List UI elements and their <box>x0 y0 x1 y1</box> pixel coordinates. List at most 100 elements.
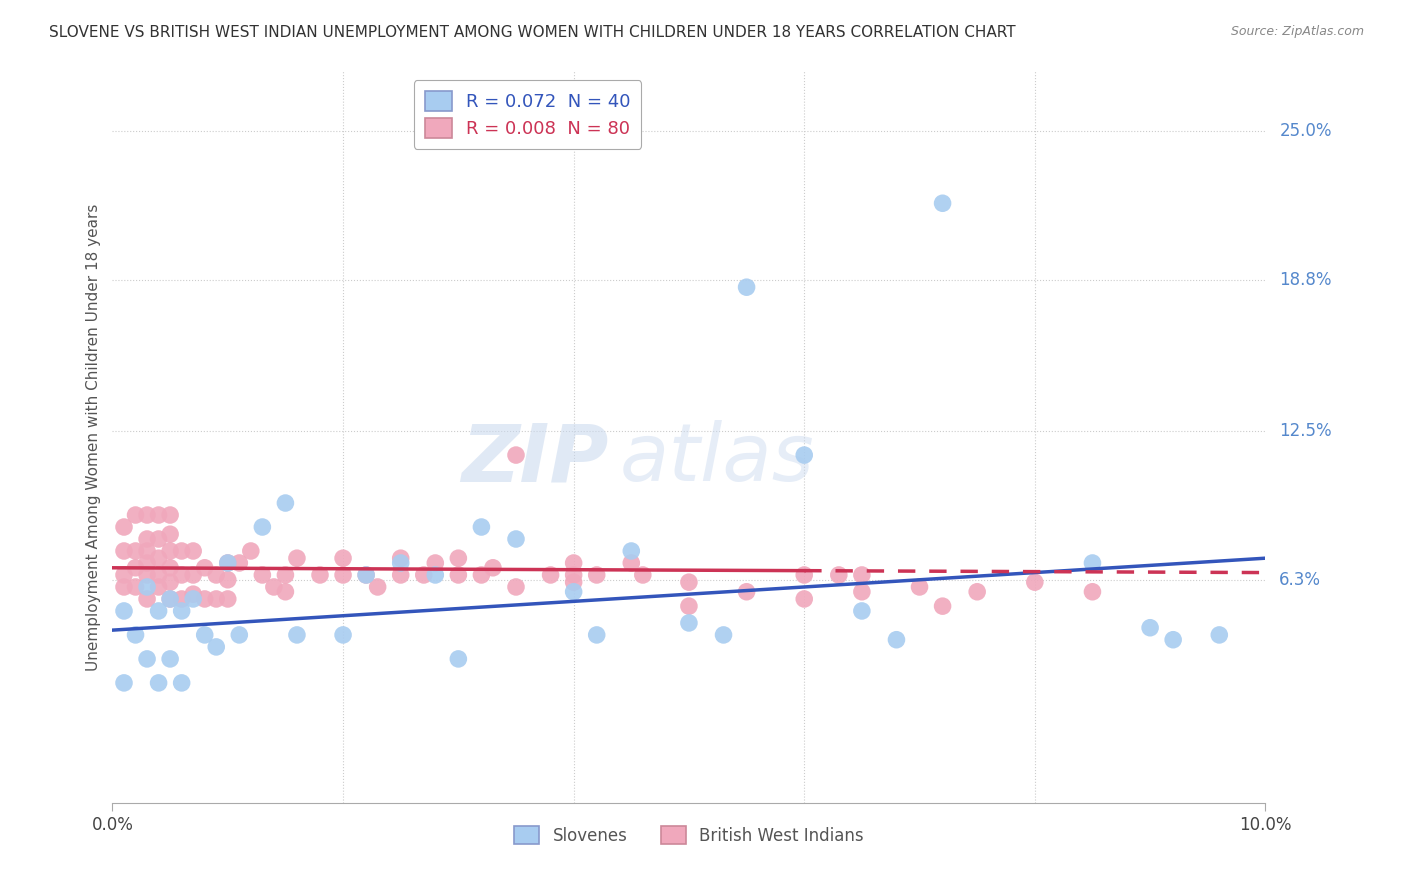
Point <box>181 544 204 558</box>
Point <box>793 448 815 462</box>
Point <box>966 584 988 599</box>
Point <box>263 580 285 594</box>
Point <box>562 568 585 582</box>
Point <box>136 544 159 558</box>
Point <box>1081 584 1104 599</box>
Point <box>136 508 159 522</box>
Point <box>112 676 135 690</box>
Point <box>252 568 274 582</box>
Point <box>851 584 873 599</box>
Point <box>228 628 250 642</box>
Point <box>620 556 643 570</box>
Point <box>332 551 354 566</box>
Point <box>181 587 204 601</box>
Point <box>389 556 412 570</box>
Legend: Slovenes, British West Indians: Slovenes, British West Indians <box>506 818 872 853</box>
Text: 6.3%: 6.3% <box>1279 571 1322 589</box>
Point <box>136 568 159 582</box>
Point <box>585 628 607 642</box>
Text: 12.5%: 12.5% <box>1279 422 1331 440</box>
Point <box>309 568 332 582</box>
Point <box>482 561 505 575</box>
Point <box>389 568 412 582</box>
Point <box>793 568 815 582</box>
Point <box>713 628 735 642</box>
Point <box>148 532 170 546</box>
Text: 25.0%: 25.0% <box>1279 122 1331 140</box>
Point <box>274 568 297 582</box>
Point <box>505 448 527 462</box>
Point <box>470 520 492 534</box>
Point <box>205 568 228 582</box>
Point <box>136 580 159 594</box>
Point <box>1161 632 1184 647</box>
Point <box>354 568 377 582</box>
Point <box>181 591 204 606</box>
Point <box>124 561 146 575</box>
Point <box>239 544 262 558</box>
Point <box>1139 621 1161 635</box>
Point <box>620 544 643 558</box>
Point <box>735 584 758 599</box>
Point <box>112 520 135 534</box>
Text: 18.8%: 18.8% <box>1279 271 1331 289</box>
Point <box>136 591 159 606</box>
Point <box>274 584 297 599</box>
Point <box>678 575 700 590</box>
Point <box>631 568 654 582</box>
Y-axis label: Unemployment Among Women with Children Under 18 years: Unemployment Among Women with Children U… <box>86 203 101 671</box>
Point <box>112 544 135 558</box>
Point <box>124 580 146 594</box>
Point <box>194 591 217 606</box>
Point <box>148 604 170 618</box>
Point <box>124 544 146 558</box>
Point <box>285 628 308 642</box>
Point <box>505 532 527 546</box>
Point <box>170 676 193 690</box>
Point <box>159 591 181 606</box>
Point <box>540 568 562 582</box>
Point <box>252 520 274 534</box>
Point <box>678 599 700 614</box>
Point <box>112 604 135 618</box>
Point <box>470 568 492 582</box>
Point <box>678 615 700 630</box>
Point <box>194 561 217 575</box>
Point <box>217 556 239 570</box>
Point <box>148 676 170 690</box>
Point <box>136 556 159 570</box>
Text: atlas: atlas <box>620 420 814 498</box>
Point <box>332 568 354 582</box>
Point <box>851 568 873 582</box>
Text: SLOVENE VS BRITISH WEST INDIAN UNEMPLOYMENT AMONG WOMEN WITH CHILDREN UNDER 18 Y: SLOVENE VS BRITISH WEST INDIAN UNEMPLOYM… <box>49 25 1015 40</box>
Point <box>136 532 159 546</box>
Point <box>159 591 181 606</box>
Point <box>159 527 181 541</box>
Point <box>886 632 908 647</box>
Point <box>1208 628 1230 642</box>
Point <box>148 568 170 582</box>
Point <box>124 508 146 522</box>
Point <box>159 561 181 575</box>
Point <box>908 580 931 594</box>
Point <box>170 544 193 558</box>
Point <box>332 628 354 642</box>
Point <box>170 591 193 606</box>
Point <box>931 196 953 211</box>
Point <box>354 568 377 582</box>
Point <box>931 599 953 614</box>
Point <box>285 551 308 566</box>
Point <box>170 604 193 618</box>
Text: ZIP: ZIP <box>461 420 609 498</box>
Point <box>112 568 135 582</box>
Point <box>159 575 181 590</box>
Point <box>505 580 527 594</box>
Point <box>148 508 170 522</box>
Point <box>851 604 873 618</box>
Point <box>205 640 228 654</box>
Point <box>148 551 170 566</box>
Point <box>159 508 181 522</box>
Point <box>562 575 585 590</box>
Point <box>217 556 239 570</box>
Point <box>367 580 389 594</box>
